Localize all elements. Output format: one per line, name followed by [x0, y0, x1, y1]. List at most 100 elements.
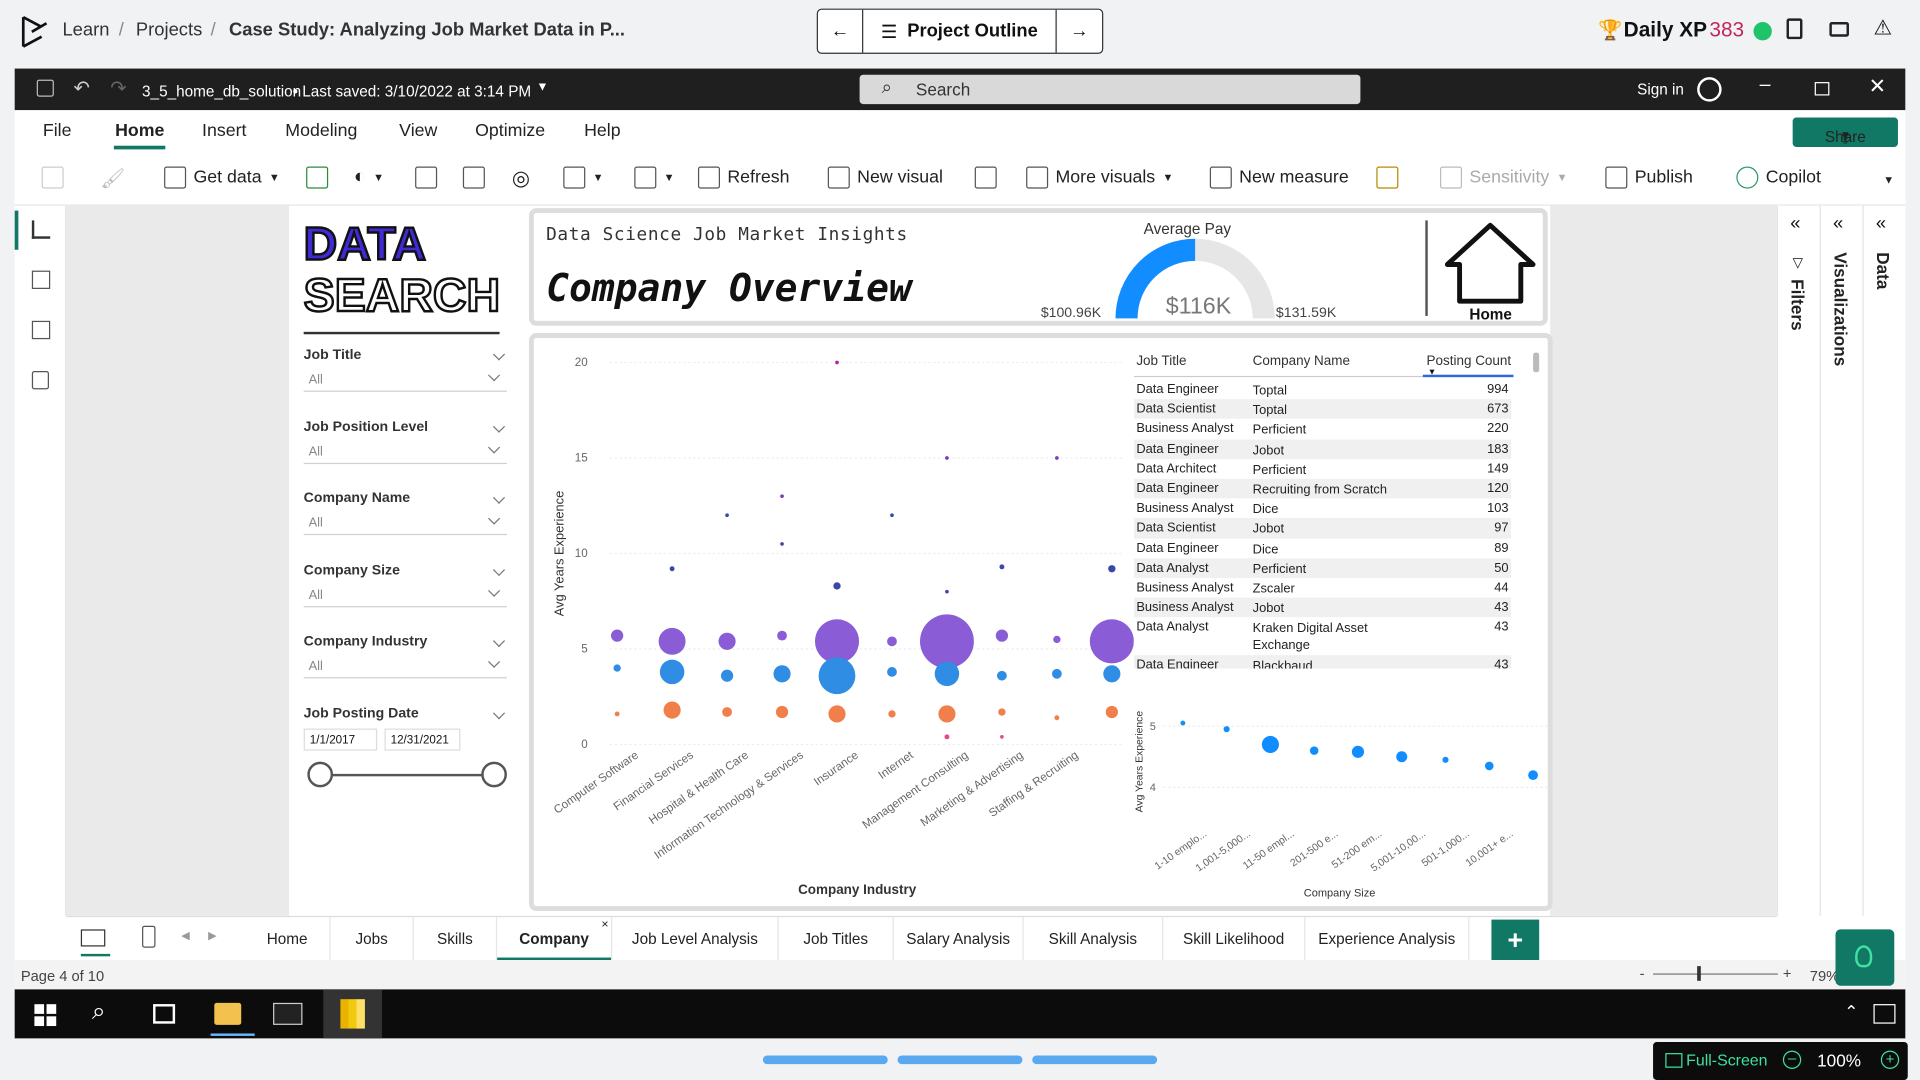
mobile-layout-icon[interactable]: [142, 925, 156, 948]
minimize-icon[interactable]: –: [1759, 74, 1771, 96]
scatter-point[interactable]: [1351, 745, 1365, 758]
scatter-point[interactable]: [1223, 726, 1230, 733]
scatter-point[interactable]: [1000, 735, 1004, 739]
tab-skill-analysis[interactable]: Skill Analysis: [1024, 917, 1164, 962]
scatter-point[interactable]: [773, 665, 791, 683]
recent-sources-icon[interactable]: [563, 166, 586, 189]
tab-scroll-left-icon[interactable]: ◀: [181, 929, 190, 942]
start-date-input[interactable]: 1/1/2017: [303, 728, 378, 751]
scatter-point[interactable]: [780, 542, 784, 546]
table-row[interactable]: Data Analyst Perficient 50: [1133, 558, 1512, 578]
sensitivity-button[interactable]: Sensitivity ▼: [1440, 166, 1568, 189]
home-nav-button[interactable]: Home: [1440, 220, 1540, 323]
slicer-dropdown[interactable]: All: [303, 654, 507, 679]
expand-icon[interactable]: «: [1790, 213, 1801, 234]
sql-icon[interactable]: [415, 166, 438, 189]
breadcrumb-projects[interactable]: Projects: [135, 19, 203, 41]
model-view-icon[interactable]: [31, 320, 51, 340]
scatter-point[interactable]: [934, 661, 960, 687]
search-box[interactable]: ⌕ Search: [859, 74, 1361, 105]
save-icon[interactable]: [36, 79, 54, 97]
chevron-down-icon[interactable]: [492, 420, 506, 433]
publish-button[interactable]: Publish: [1605, 166, 1693, 189]
dax-query-icon[interactable]: [31, 371, 49, 390]
expand-icon[interactable]: «: [1875, 213, 1887, 234]
next-button[interactable]: →: [1057, 10, 1102, 53]
scatter-point[interactable]: [945, 456, 949, 460]
tab-jobs[interactable]: Jobs: [331, 917, 414, 962]
scatter-point[interactable]: [835, 360, 839, 365]
scatter-point[interactable]: [1442, 756, 1449, 763]
tray-chevron-icon[interactable]: ⌃: [1844, 1001, 1859, 1022]
scatter-point[interactable]: [775, 705, 789, 719]
scatter-point[interactable]: [611, 629, 624, 642]
expand-icon[interactable]: «: [1833, 213, 1844, 234]
scatter-point[interactable]: [613, 664, 621, 672]
tab-skill-likelihood[interactable]: Skill Likelihood: [1163, 917, 1306, 962]
scatter-point[interactable]: [614, 711, 620, 717]
chevron-down-icon[interactable]: [492, 707, 506, 720]
menu-view[interactable]: View: [399, 121, 438, 141]
scatter-point[interactable]: [887, 636, 897, 647]
scatter-point[interactable]: [1309, 746, 1319, 755]
paste-icon[interactable]: [41, 166, 64, 189]
visualizations-pane[interactable]: « Visualizations: [1821, 205, 1864, 916]
scatter-point[interactable]: [818, 657, 856, 695]
report-view-icon[interactable]: [31, 220, 51, 239]
scatter-point[interactable]: [1054, 715, 1060, 721]
scatter-point[interactable]: [998, 708, 1006, 716]
data-pane[interactable]: « Data: [1864, 206, 1907, 916]
redo-icon[interactable]: ↷: [110, 78, 127, 100]
scatter-point[interactable]: [1261, 735, 1279, 754]
zoom-out-icon[interactable]: –: [1782, 1050, 1802, 1069]
zoom-slider-track[interactable]: [1653, 973, 1778, 975]
share-button[interactable]: ⇪ Share ▼: [1792, 117, 1898, 147]
chevron-down-icon[interactable]: [492, 563, 506, 576]
slicer-dropdown[interactable]: All: [303, 439, 507, 464]
scatter-point[interactable]: [780, 494, 784, 499]
zoom-slider-thumb[interactable]: [1697, 966, 1701, 981]
table-row[interactable]: Data Scientist Jobot 97: [1133, 518, 1512, 539]
search-icon[interactable]: ⌕: [91, 997, 106, 1025]
chevron-down-icon[interactable]: [492, 491, 506, 504]
scatter-point[interactable]: [663, 701, 681, 719]
tab-salary-analysis[interactable]: Salary Analysis: [894, 917, 1024, 962]
scatter-point[interactable]: [718, 632, 736, 650]
scatter-point[interactable]: [920, 614, 974, 669]
scatter-point[interactable]: [1051, 668, 1062, 679]
fullscreen-icon[interactable]: [1665, 1053, 1683, 1068]
slicer-dropdown[interactable]: All: [303, 511, 507, 536]
filters-pane[interactable]: « ▽ Filters: [1778, 205, 1821, 916]
zoom-in-button[interactable]: +: [1782, 964, 1792, 983]
undo-icon[interactable]: ↶: [73, 78, 90, 100]
tab-home[interactable]: Home: [245, 917, 331, 962]
table-row[interactable]: Data Scientist Toptal 673: [1133, 399, 1512, 420]
format-painter-icon[interactable]: 🖌: [100, 168, 126, 190]
table-row[interactable]: Data Engineer Toptal 994: [1134, 380, 1511, 400]
menu-insert[interactable]: Insert: [202, 121, 247, 141]
scatter-point[interactable]: [1180, 720, 1186, 726]
scatter-point[interactable]: [887, 667, 897, 677]
powerbi-taskbar-button[interactable]: [323, 989, 383, 1039]
scatter-point[interactable]: [1396, 751, 1408, 763]
more-visuals-button[interactable]: More visuals ▼: [1026, 166, 1173, 189]
scatter-point[interactable]: [1108, 565, 1116, 573]
table-row[interactable]: Data Engineer Jobot 183: [1133, 439, 1512, 459]
scatter-point[interactable]: [833, 582, 841, 590]
help-bubble-button[interactable]: [1835, 929, 1895, 986]
desktop-layout-icon[interactable]: [80, 929, 106, 947]
refresh-button[interactable]: Refresh: [697, 166, 790, 189]
table-row[interactable]: Business Analyst Jobot 43: [1133, 597, 1512, 618]
scatter-point[interactable]: [944, 734, 950, 740]
scatter-point[interactable]: [658, 627, 686, 655]
scatter-point[interactable]: [814, 619, 860, 664]
chevron-down-icon[interactable]: [492, 634, 506, 648]
scatter-point[interactable]: [1103, 665, 1121, 683]
scatter-point[interactable]: [720, 669, 734, 682]
date-slider-end-handle[interactable]: [481, 761, 507, 788]
table-row[interactable]: Data Engineer Dice 89: [1134, 538, 1511, 558]
scatter-point[interactable]: [777, 630, 787, 641]
scatter-point[interactable]: [995, 629, 1009, 642]
quick-measure-icon[interactable]: [1376, 166, 1399, 189]
new-visual-button[interactable]: New visual: [827, 166, 943, 189]
